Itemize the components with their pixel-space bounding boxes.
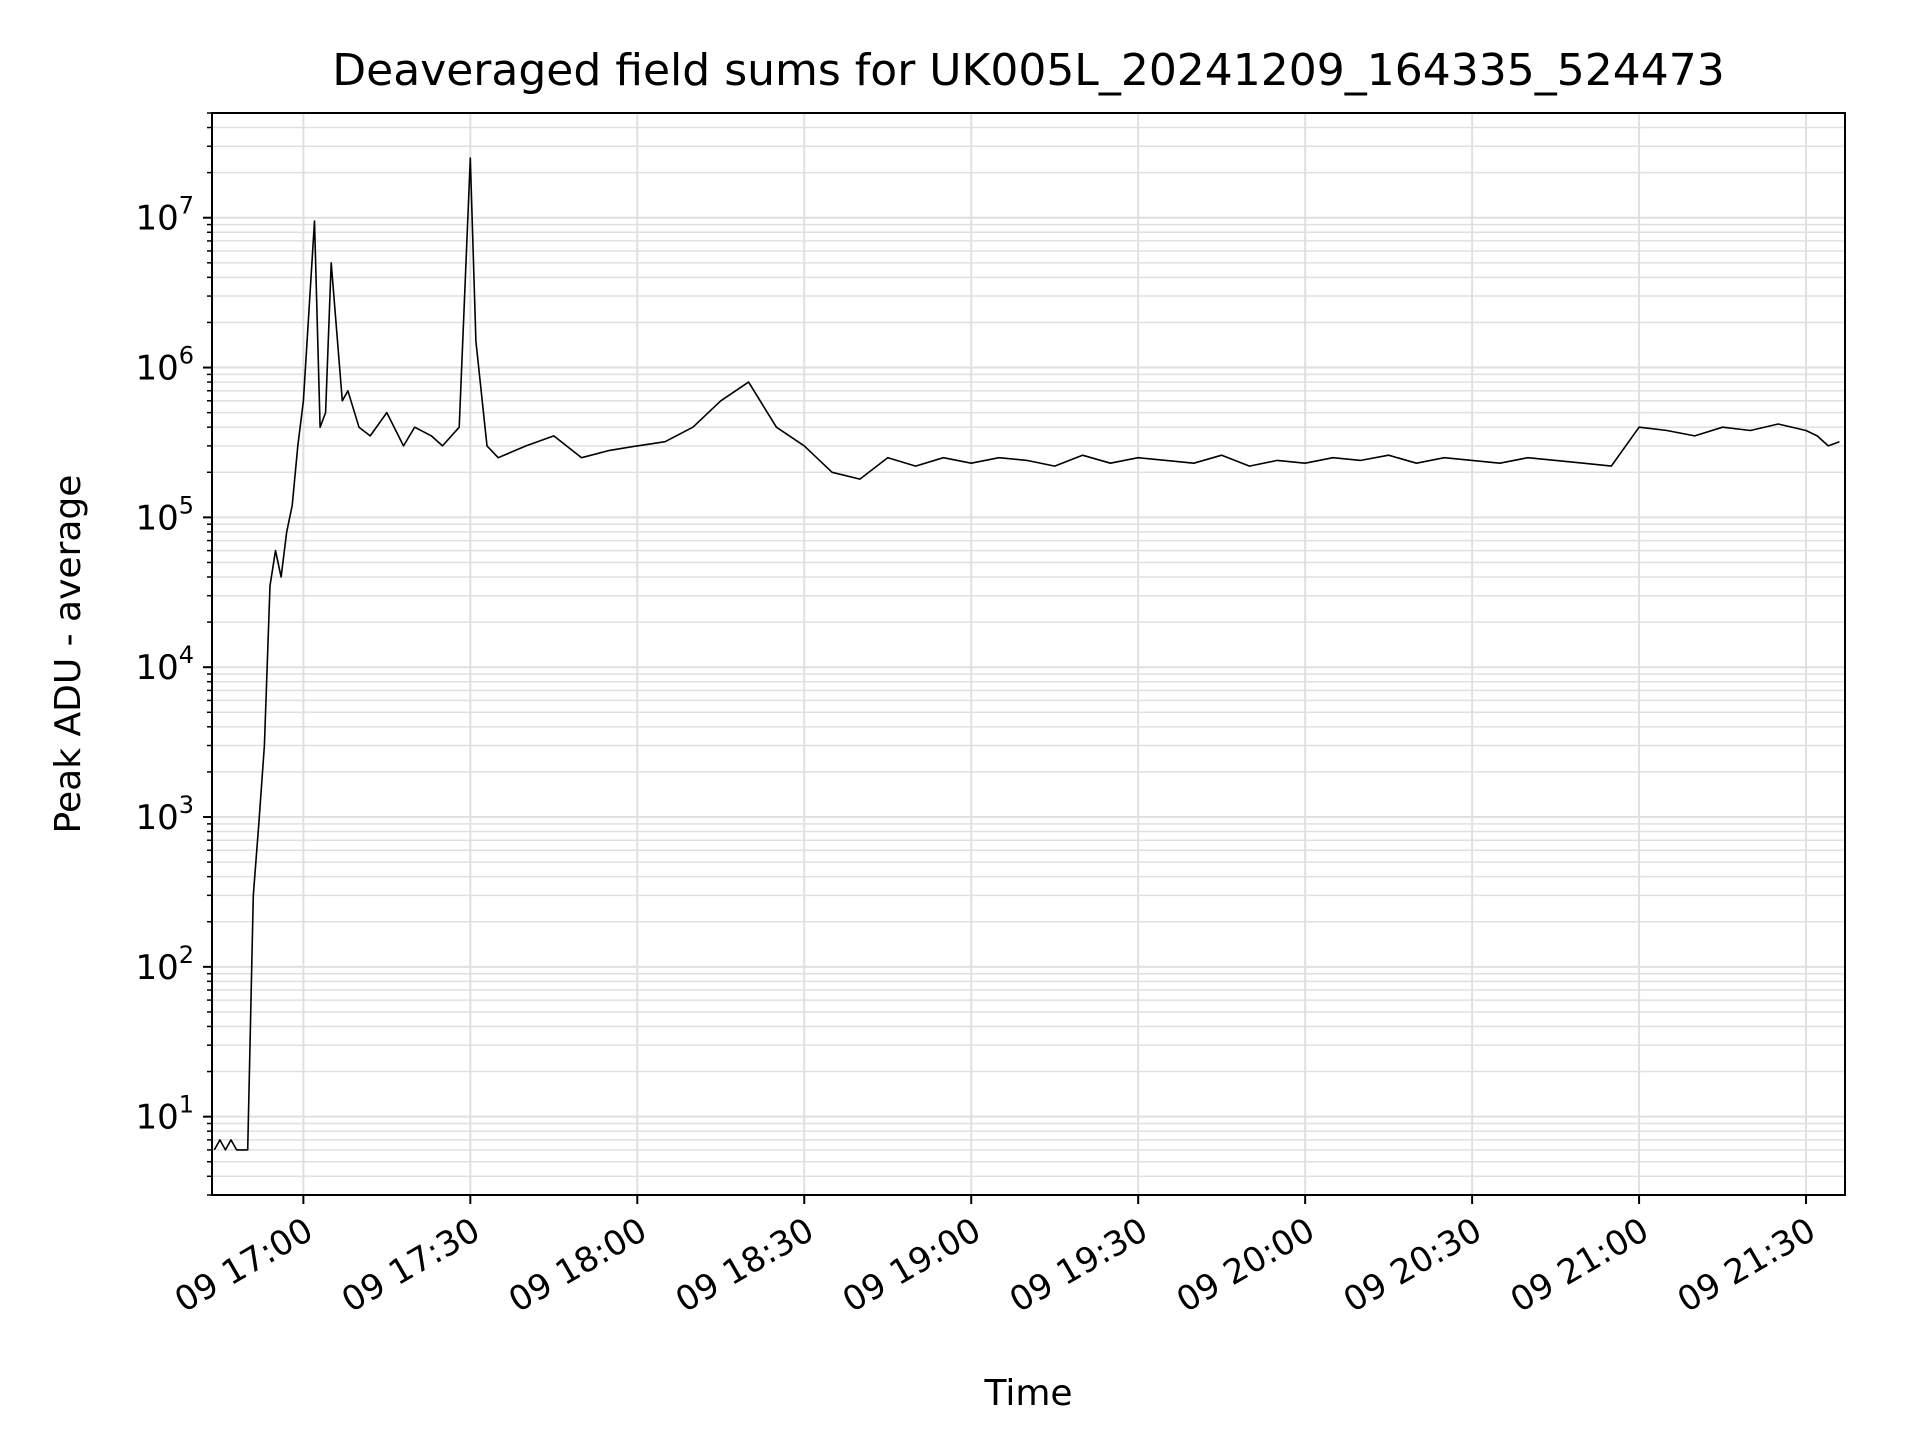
y-tick-label: 105 bbox=[135, 491, 194, 538]
y-axis: 101 102 103 104 105 106 107 bbox=[135, 112, 212, 1196]
series-line bbox=[213, 157, 1840, 1151]
plot-frame bbox=[211, 112, 1846, 1196]
y-axis-title: Peak ADU - average bbox=[48, 475, 89, 834]
y-tick-label: 103 bbox=[135, 791, 194, 838]
y-tick-label: 104 bbox=[135, 641, 194, 688]
grid-lines bbox=[212, 112, 1845, 1196]
series-line-group bbox=[213, 157, 1840, 1151]
y-tick-label: 106 bbox=[135, 342, 194, 389]
y-tick-label: 107 bbox=[135, 192, 194, 239]
y-tick-label: 102 bbox=[135, 941, 194, 988]
y-tick-label: 101 bbox=[135, 1091, 194, 1138]
x-axis-title: Time bbox=[983, 1373, 1072, 1414]
chart-title: Deaveraged field sums for UK005L_2024120… bbox=[332, 45, 1724, 96]
